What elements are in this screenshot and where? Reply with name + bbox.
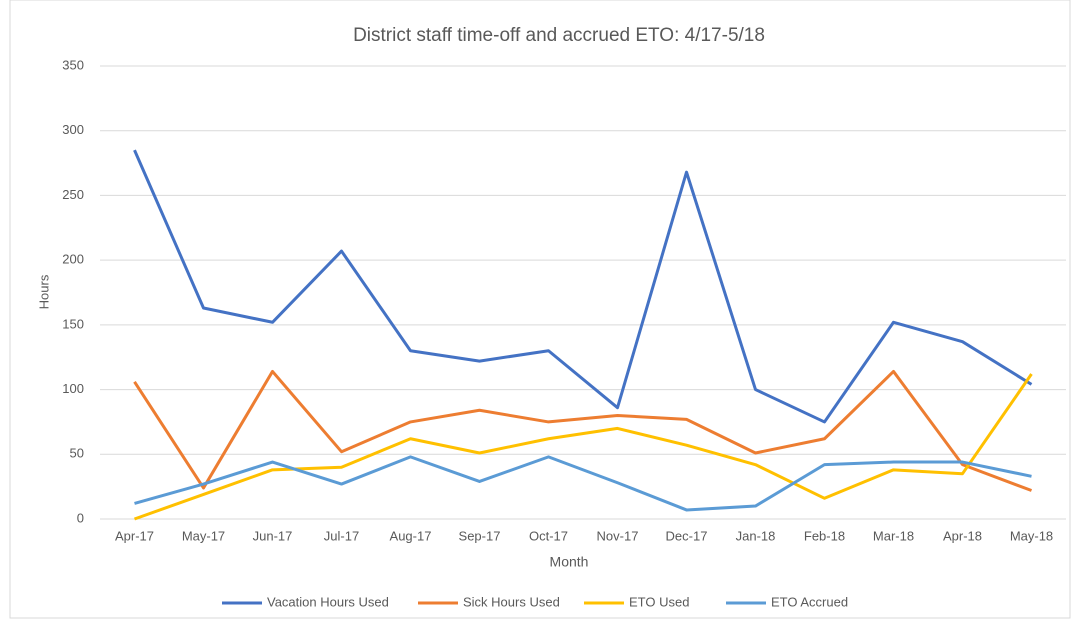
legend-label: ETO Accrued — [771, 594, 848, 609]
x-tick-label: Jan-18 — [736, 528, 776, 543]
y-tick-label: 300 — [62, 122, 84, 137]
x-tick-label: Nov-17 — [597, 528, 639, 543]
series-line — [133, 149, 1033, 424]
x-tick-label: May-17 — [182, 528, 225, 543]
x-tick-label: Dec-17 — [666, 528, 708, 543]
y-tick-label: 150 — [62, 316, 84, 331]
y-tick-label: 200 — [62, 252, 84, 267]
legend-label: Sick Hours Used — [463, 594, 560, 609]
chart-frame — [9, 0, 1071, 619]
x-axis-title: Month — [550, 554, 589, 570]
x-tick-label: May-18 — [1010, 528, 1053, 543]
series-line — [133, 369, 1033, 492]
legend-label: ETO Used — [629, 594, 689, 609]
x-tick-label: Aug-17 — [390, 528, 432, 543]
series-line — [134, 455, 1032, 512]
x-tick-label: Feb-18 — [804, 528, 845, 543]
legend-label: Vacation Hours Used — [267, 594, 389, 609]
x-tick-label: Apr-17 — [115, 528, 154, 543]
y-tick-label: 250 — [62, 187, 84, 202]
x-tick-label: Apr-18 — [943, 528, 982, 543]
x-tick-label: Mar-18 — [873, 528, 914, 543]
x-tick-label: Jun-17 — [253, 528, 293, 543]
y-axis-title: Hours — [36, 274, 51, 309]
series-line — [133, 373, 1033, 521]
y-tick-label: 50 — [70, 446, 84, 461]
x-tick-label: Jul-17 — [324, 528, 359, 543]
y-tick-label: 0 — [77, 510, 84, 525]
y-tick-label: 350 — [62, 57, 84, 72]
chart-title: District staff time-off and accrued ETO:… — [353, 25, 765, 46]
y-tick-label: 100 — [62, 381, 84, 396]
x-tick-label: Sep-17 — [459, 528, 501, 543]
x-tick-label: Oct-17 — [529, 528, 568, 543]
